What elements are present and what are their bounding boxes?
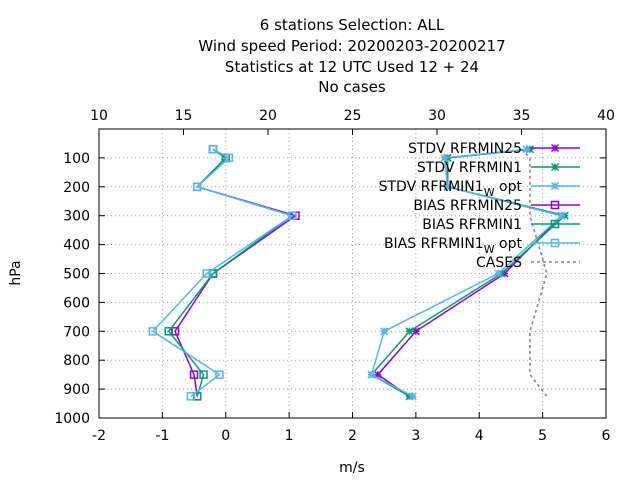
star-marker (380, 327, 389, 336)
y-tick-label: 600 (63, 295, 90, 311)
square-marker (186, 392, 196, 401)
square-marker (199, 370, 208, 379)
grid (99, 129, 606, 418)
square-marker (189, 370, 199, 379)
legend-label: STDV RFRMIN1 (417, 160, 522, 176)
y-tick-label: 900 (63, 382, 90, 398)
x-tick-label: -2 (92, 428, 106, 444)
y-tick-label: 200 (63, 180, 90, 196)
star-marker (550, 162, 560, 172)
square-marker (550, 219, 560, 229)
square-marker (148, 327, 158, 336)
x-tick-label: 1 (285, 428, 294, 444)
y-tick-label: 800 (63, 353, 90, 369)
square-marker (202, 269, 211, 278)
y-axis-label: hPa (8, 260, 24, 285)
legend-label: BIAS RFRMIN1W opt (384, 236, 523, 256)
x-tick-label: 2 (348, 428, 357, 444)
legend-label-subscript: W (484, 243, 495, 256)
legend-entry: STDV RFRMIN1 (417, 160, 580, 176)
chart-title-line3: Statistics at 12 UTC Used 12 + 24 (225, 58, 479, 76)
series-bias (164, 144, 297, 401)
star-marker (522, 145, 531, 154)
x-tick-label: -1 (155, 428, 169, 444)
star-marker (408, 392, 417, 401)
series-line (370, 148, 567, 397)
star-marker (367, 370, 376, 379)
chart-title-line4: No cases (318, 78, 386, 96)
legend-entry: BIAS RFRMIN1 (422, 217, 580, 233)
x-tick-label: 4 (475, 428, 484, 444)
y-tick-label: 1000 (54, 411, 90, 427)
x2-tick-label: 40 (597, 108, 615, 124)
x-tick-label: 3 (411, 428, 420, 444)
legend-entry: STDV RFRMIN1W opt (379, 179, 580, 199)
star-marker (405, 327, 414, 336)
legend-label: STDV RFRMIN1W opt (379, 179, 523, 199)
square-marker (550, 238, 560, 248)
x2-tick-label: 30 (428, 108, 446, 124)
series-bias (170, 144, 300, 401)
star-marker (411, 327, 420, 336)
series-line (167, 148, 294, 397)
series-line (151, 148, 295, 397)
x-axis-label: m/s (339, 460, 365, 476)
legend-label-suffix: opt (495, 179, 523, 195)
legend-label-subscript: W (484, 186, 495, 199)
legend-label-suffix: opt (495, 236, 523, 252)
legend-label: CASES (476, 255, 522, 271)
legend: STDV RFRMIN25 STDV RFRMIN1 STDV RFRMIN1W o… (379, 141, 580, 271)
x-tick-label: 0 (221, 428, 230, 444)
square-marker (208, 144, 218, 154)
legend-entry: BIAS RFRMIN1W opt (384, 236, 580, 256)
y-tick-label: 100 (63, 151, 90, 167)
star-marker (373, 370, 382, 379)
x-tick-label: 6 (602, 428, 611, 444)
axis-ticks: -2 -1 0 1 2 3 4 5 6 10 15 20 25 30 35 40 100 200 300 400 500… (54, 108, 615, 444)
y-tick-label: 700 (63, 324, 90, 340)
star-marker (557, 211, 566, 220)
star-marker (550, 181, 560, 191)
legend-entry: STDV RFRMIN25 (408, 141, 580, 157)
series-line (370, 148, 564, 397)
square-marker (192, 182, 202, 192)
square-marker (288, 211, 297, 220)
star-marker (550, 143, 560, 153)
star-marker (440, 153, 449, 162)
chart-title-line2: Wind speed Period: 20200203-20200217 (198, 37, 505, 55)
y-tick-label: 400 (63, 238, 90, 254)
x2-tick-label: 35 (513, 108, 531, 124)
series-bias (148, 144, 297, 401)
x2-tick-label: 20 (259, 108, 277, 124)
legend-entry: CASES (476, 255, 580, 271)
legend-label: STDV RFRMIN25 (408, 141, 522, 157)
legend-label: BIAS RFRMIN25 (413, 198, 522, 214)
square-marker (550, 200, 560, 210)
series-group (148, 144, 569, 401)
x2-tick-label: 10 (90, 108, 108, 124)
x-tick-label: 5 (538, 428, 547, 444)
series-stdv (367, 145, 566, 401)
x2-tick-label: 15 (175, 108, 193, 124)
legend-entry: BIAS RFRMIN25 (413, 198, 580, 214)
y-tick-label: 500 (63, 267, 90, 283)
plot-frame (98, 128, 607, 419)
star-marker (494, 269, 503, 278)
star-marker (443, 182, 452, 191)
square-marker (164, 327, 173, 336)
legend-label: BIAS RFRMIN1 (422, 217, 522, 233)
chart-title-line1: 6 stations Selection: ALL (260, 16, 445, 34)
square-marker (224, 153, 234, 163)
y-tick-label: 300 (63, 209, 90, 225)
x2-tick-label: 25 (344, 108, 362, 124)
square-marker (215, 370, 224, 379)
